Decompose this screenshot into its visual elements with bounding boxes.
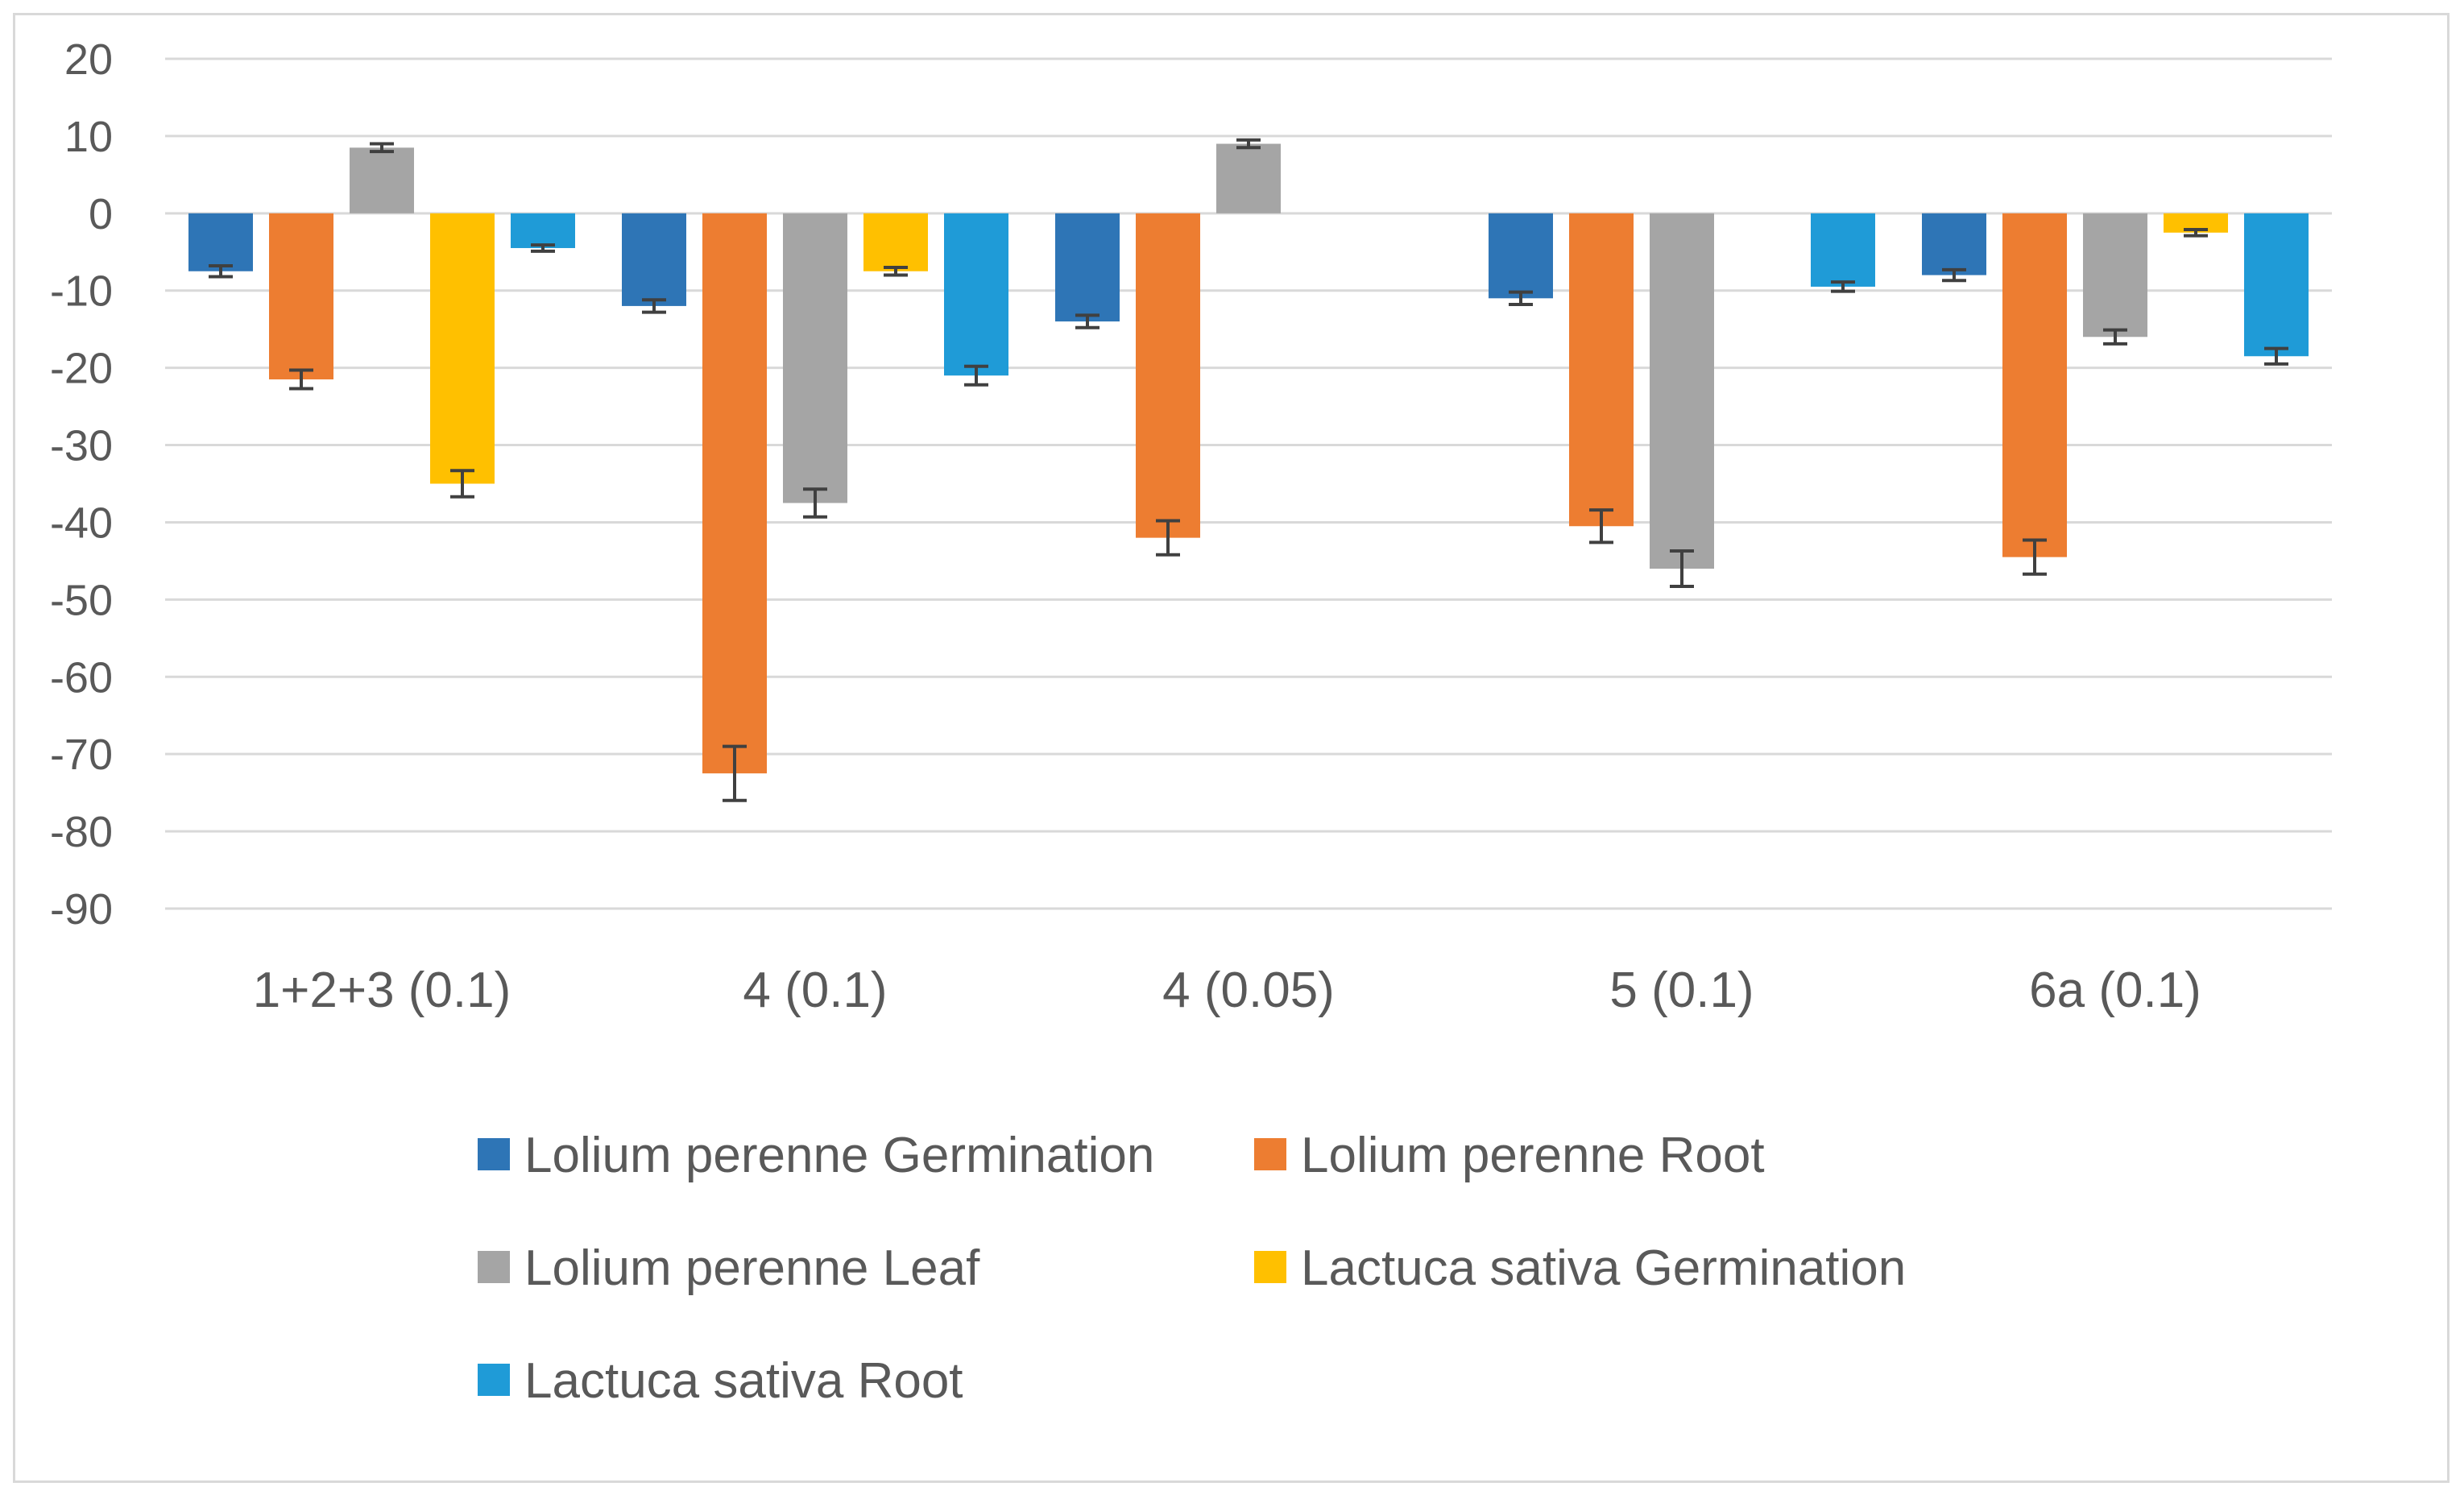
- error-bar: [723, 744, 747, 802]
- y-tick-label: -10: [50, 267, 113, 316]
- y-tick-label: -30: [50, 422, 113, 470]
- error-bar: [1509, 290, 1533, 306]
- legend-item: Lactuca sativa Root: [478, 1353, 963, 1409]
- bar: [783, 213, 847, 503]
- error-bar: [1589, 508, 1613, 545]
- error-bar: [884, 265, 908, 277]
- error-bar: [450, 469, 474, 499]
- bar: [1922, 213, 1986, 275]
- legend-item: Lactuca sativa Germination: [1254, 1240, 1906, 1296]
- legend-swatch: [478, 1364, 510, 1396]
- error-bar: [1942, 267, 1966, 283]
- bar: [863, 213, 928, 271]
- legend-swatch: [478, 1138, 510, 1170]
- error-bar: [1075, 313, 1099, 329]
- bar: [511, 213, 575, 248]
- legend-item: Lolium perenne Germination: [478, 1128, 1154, 1183]
- bar: [430, 213, 495, 484]
- legend-label: Lolium perenne Germination: [524, 1128, 1154, 1183]
- y-tick-label: -20: [50, 345, 113, 393]
- y-tick-label: -90: [50, 885, 113, 934]
- bar: [1650, 213, 1714, 569]
- y-tick-label: -70: [50, 731, 113, 779]
- legend-label: Lolium perenne Leaf: [524, 1240, 980, 1296]
- y-axis-ticks: 20 10 0 -10 -20 -30 -40 -50 -60 -70 -80 -90: [50, 35, 113, 934]
- error-bar: [531, 243, 555, 253]
- error-bar: [964, 364, 988, 387]
- error-bar: [1670, 549, 1694, 589]
- error-bar: [2023, 538, 2047, 576]
- error-bar: [803, 487, 827, 519]
- bar: [944, 213, 1008, 376]
- x-category-label: 1+2+3 (0.1): [253, 963, 511, 1018]
- y-tick-label: -80: [50, 808, 113, 856]
- bar: [269, 213, 333, 380]
- bar: [1216, 143, 1281, 213]
- error-bars: [209, 138, 2288, 802]
- bar: [702, 213, 767, 774]
- bar: [2244, 213, 2309, 357]
- y-tick-label: 20: [64, 35, 113, 84]
- error-bar: [370, 142, 394, 154]
- legend-swatch: [1254, 1251, 1286, 1283]
- gridlines: [165, 57, 2332, 910]
- bar: [2002, 213, 2067, 557]
- legend-swatch: [1254, 1138, 1286, 1170]
- legend-label: Lactuca sativa Germination: [1301, 1240, 1906, 1296]
- legend-item: Lolium perenne Root: [1254, 1128, 1765, 1183]
- y-tick-label: -60: [50, 653, 113, 702]
- bar: [2083, 213, 2147, 337]
- bar: [188, 213, 253, 271]
- y-tick-label: -50: [50, 576, 113, 624]
- bar: [622, 213, 686, 306]
- bar: [2164, 213, 2228, 233]
- legend-swatch: [478, 1251, 510, 1283]
- error-bar: [642, 298, 666, 314]
- bar: [1136, 213, 1200, 538]
- bar: [1569, 213, 1634, 527]
- bar: [1489, 213, 1553, 299]
- legend-label: Lactuca sativa Root: [524, 1353, 963, 1409]
- error-bar: [1831, 280, 1855, 293]
- error-bar: [2264, 346, 2288, 366]
- error-bar: [289, 368, 313, 391]
- bar: [1055, 213, 1120, 322]
- legend-label: Lolium perenne Root: [1301, 1128, 1765, 1183]
- bars: [188, 143, 2309, 774]
- error-bar: [1236, 138, 1261, 150]
- y-tick-label: 10: [64, 113, 113, 161]
- error-bar: [2184, 227, 2208, 238]
- x-category-label: 4 (0.05): [1162, 963, 1335, 1018]
- error-bar: [2103, 328, 2127, 346]
- legend-item: Lolium perenne Leaf: [478, 1240, 980, 1296]
- legend: Lolium perenne Germination Lolium perenne…: [478, 1128, 1906, 1409]
- x-category-label: 5 (0.1): [1609, 963, 1754, 1018]
- x-category-label: 4 (0.1): [743, 963, 887, 1018]
- y-tick-label: -40: [50, 499, 113, 547]
- error-bar: [1156, 519, 1180, 557]
- x-category-label: 6a (0.1): [2029, 963, 2201, 1018]
- error-bar: [209, 264, 233, 279]
- x-axis-categories: 1+2+3 (0.1) 4 (0.1) 4 (0.05) 5 (0.1) 6a (0.1…: [253, 963, 2201, 1018]
- bar: [1811, 213, 1875, 287]
- bar: [350, 147, 414, 213]
- y-tick-label: 0: [89, 190, 113, 238]
